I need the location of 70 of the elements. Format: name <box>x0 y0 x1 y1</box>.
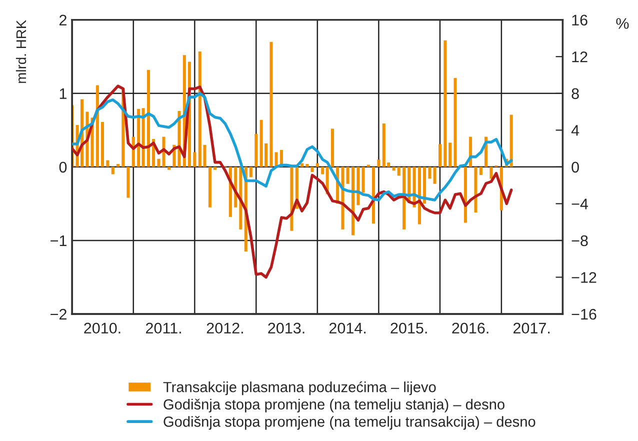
legend-label: Transakcije plasmana poduzećima – lijevo <box>163 381 436 396</box>
bar <box>310 166 314 172</box>
y2-tick-label: 12 <box>572 51 588 62</box>
line-series <box>72 84 513 279</box>
y2-tick-label: 0 <box>572 162 579 173</box>
bar <box>111 166 114 174</box>
bar <box>423 166 426 204</box>
bar <box>249 166 252 178</box>
y2-axis-title: % <box>616 18 629 29</box>
bar <box>331 128 334 167</box>
x-tick-label: 2017. <box>513 322 550 334</box>
x-tick-label: 2012. <box>206 322 243 334</box>
bar <box>300 163 304 167</box>
bar <box>157 158 160 167</box>
x-tick-label: 2013. <box>268 322 304 334</box>
bar <box>146 70 150 167</box>
bar <box>316 163 319 167</box>
bar <box>362 166 365 193</box>
legend-label: Godišnja stopa promjene (na temelju stanja) – desno <box>164 398 504 412</box>
bar <box>213 166 216 170</box>
line-series <box>72 92 513 202</box>
bar <box>116 164 120 167</box>
bar <box>346 166 350 184</box>
y-tick-label: 2 <box>60 14 66 26</box>
y2-tick-label: −8 <box>572 235 588 246</box>
y2-tick-label: −4 <box>572 198 588 210</box>
legend-label: Godišnja stopa promjene (na temelju transakcija) – desno <box>164 416 536 430</box>
bar <box>321 166 324 174</box>
bar <box>454 78 457 167</box>
bar <box>438 144 442 167</box>
bar <box>306 164 309 167</box>
y-tick-label: 0 <box>59 162 67 173</box>
y2-tick-label: −12 <box>572 272 596 283</box>
bar <box>208 166 212 208</box>
bar <box>167 166 170 170</box>
bar <box>448 142 452 167</box>
x-tick-label: 2015. <box>390 322 427 334</box>
bar <box>510 114 513 167</box>
bar <box>428 166 432 179</box>
bar <box>96 85 99 167</box>
bar <box>474 166 478 213</box>
bar <box>274 152 278 167</box>
bar <box>356 166 360 206</box>
x-tick-label: 2016. <box>452 322 488 334</box>
bar <box>433 166 436 184</box>
bar <box>402 166 406 230</box>
y2-tick-label: −16 <box>572 308 596 320</box>
bar <box>126 166 130 198</box>
y2-tick-label: 8 <box>572 88 579 100</box>
bar <box>100 122 104 167</box>
x-tick-label: 2014. <box>329 322 366 334</box>
bar <box>193 152 196 167</box>
bar <box>270 42 273 167</box>
x-tick-label: 2010. <box>84 322 120 334</box>
bar <box>444 40 447 167</box>
y-tick-label: −2 <box>50 308 66 320</box>
bar <box>377 160 380 167</box>
y-tick-label: 1 <box>60 88 66 99</box>
bar <box>106 160 110 167</box>
y-tick-label: −1 <box>50 235 66 246</box>
y2-tick-label: 4 <box>571 125 580 136</box>
x-tick-label: 2011. <box>146 322 181 334</box>
bar <box>397 166 400 176</box>
bar <box>290 166 294 231</box>
bar <box>254 134 258 167</box>
y-axis-title: mlrd. HRK <box>16 20 26 83</box>
bar <box>479 166 482 176</box>
y2-tick-label: 16 <box>572 14 588 26</box>
bar <box>490 166 493 179</box>
bar <box>392 166 396 171</box>
